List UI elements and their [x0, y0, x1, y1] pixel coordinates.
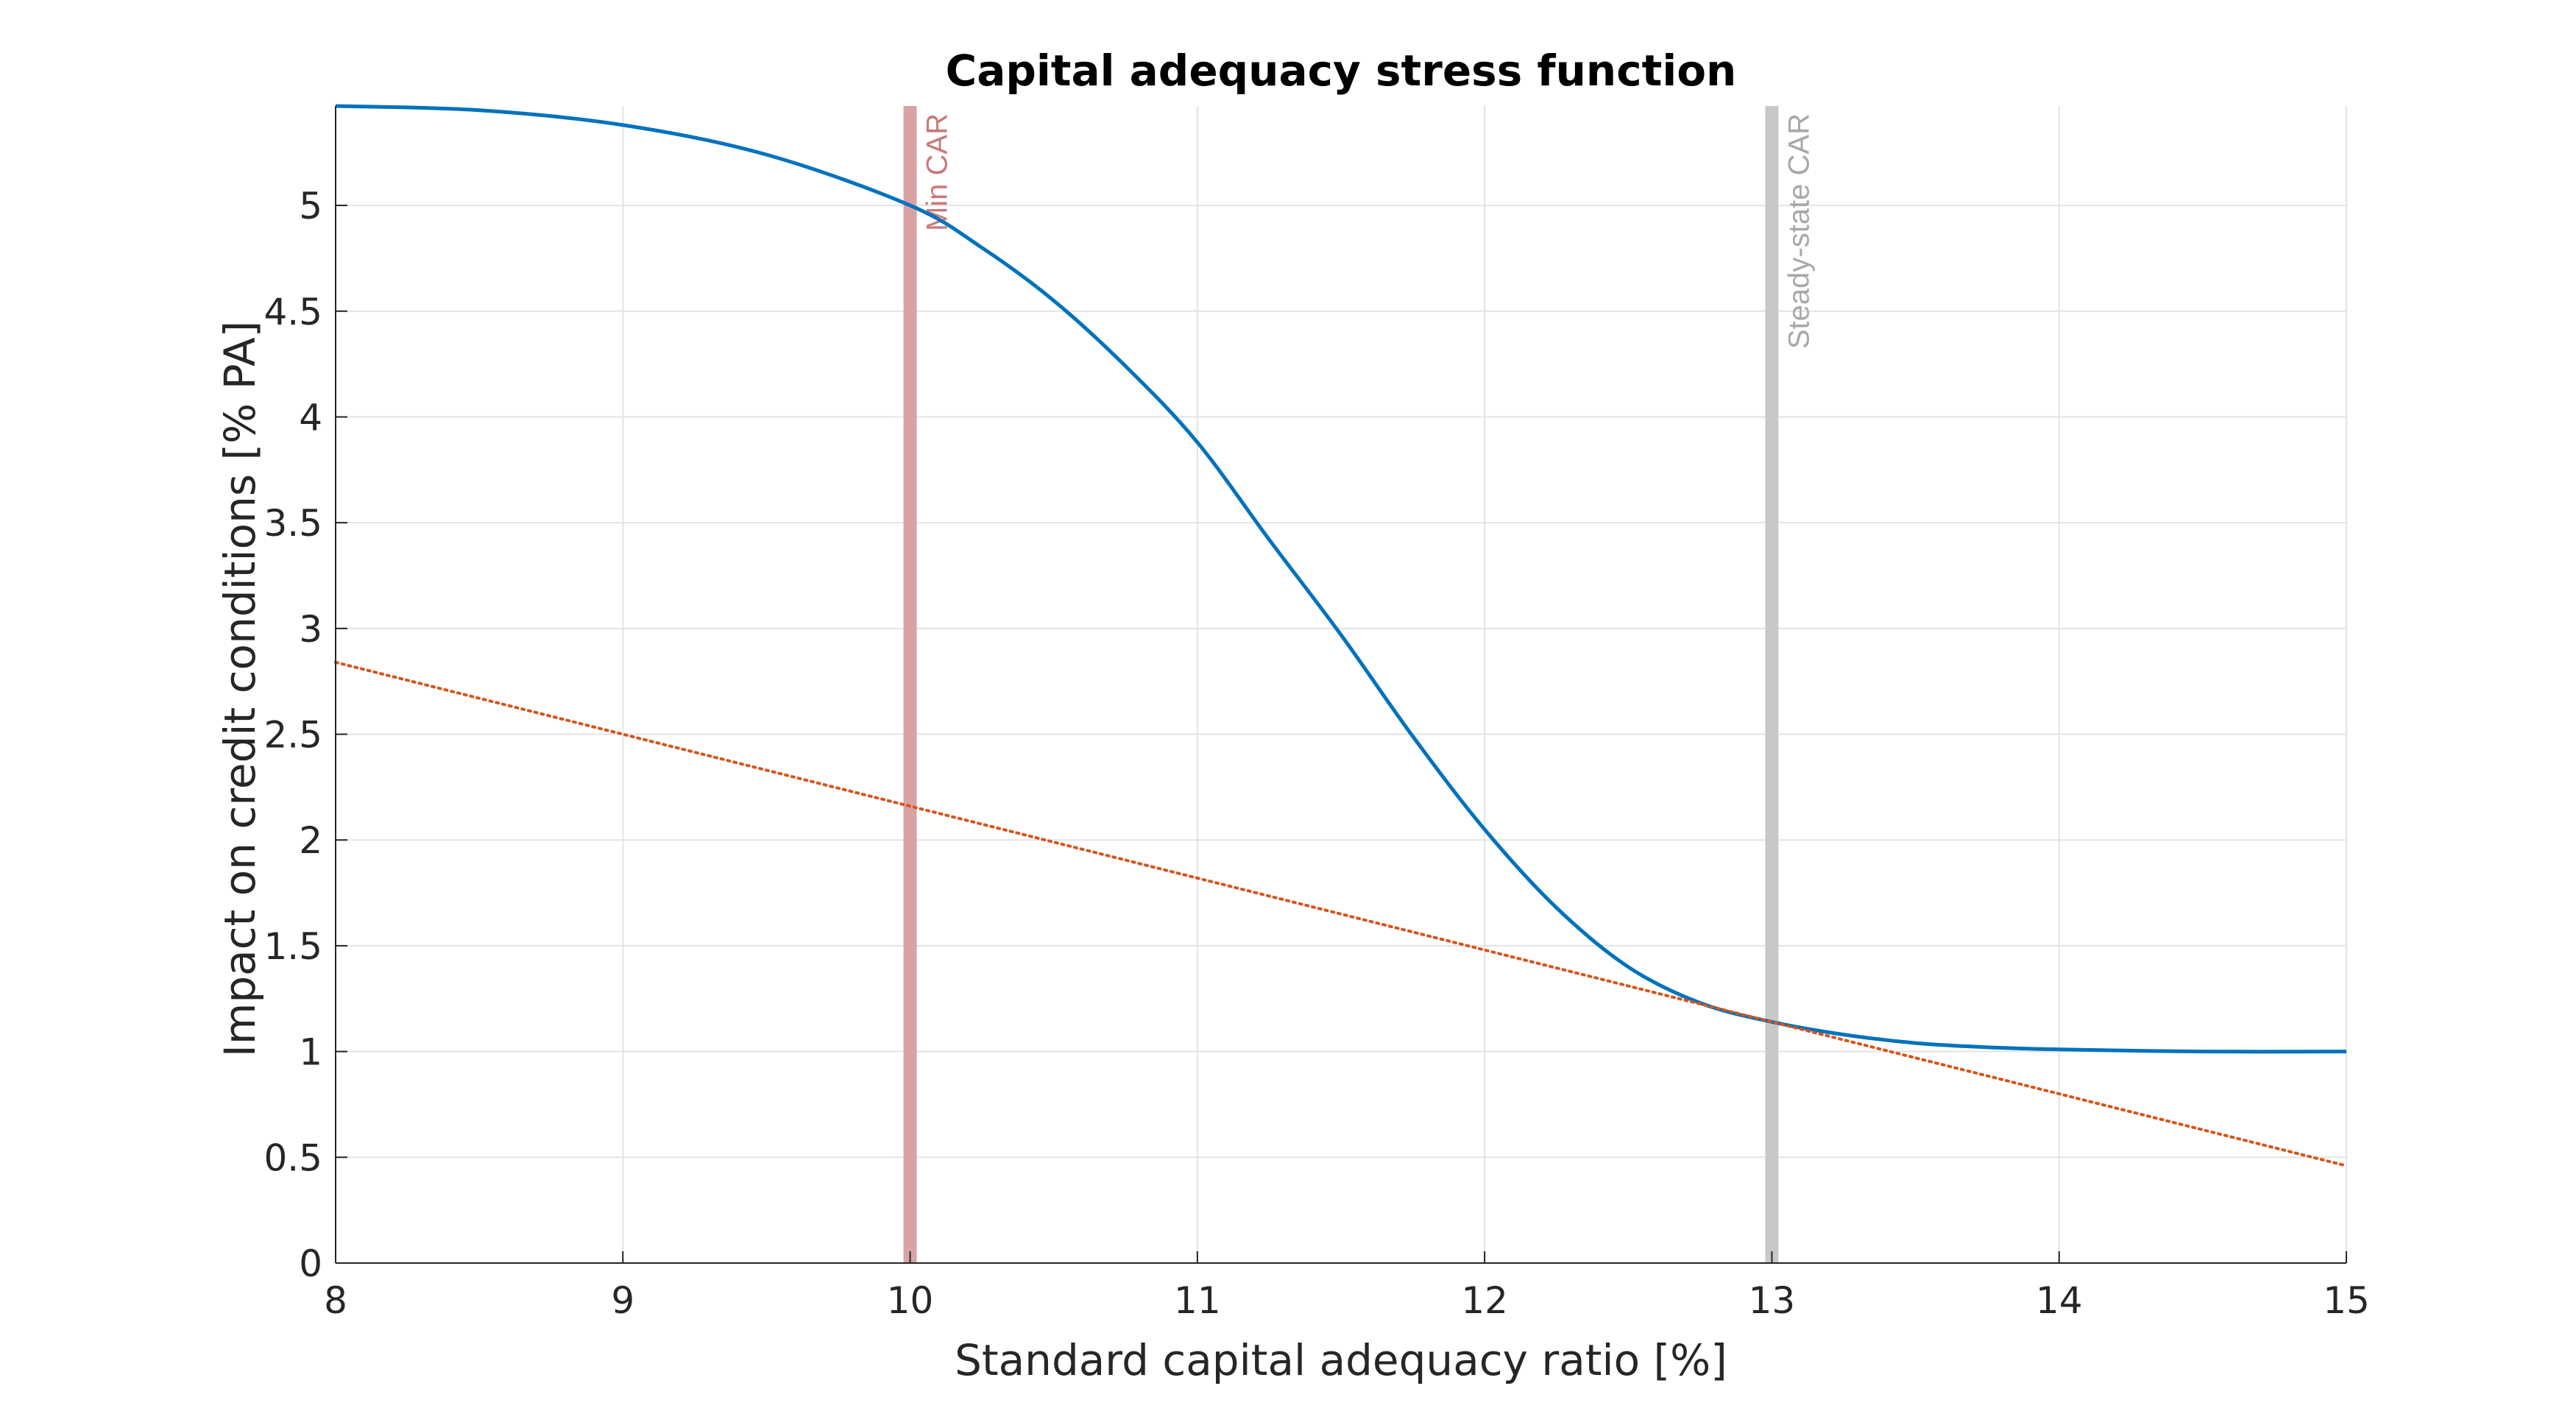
y-tick-label: 2.5: [263, 714, 322, 757]
x-tick-label: 14: [2036, 1279, 2083, 1322]
x-tick-label: 11: [1174, 1279, 1221, 1322]
x-tick-label: 13: [1749, 1279, 1796, 1322]
x-ticks: 8 9 10 11 12 13 14 15: [324, 1251, 2370, 1322]
x-axis-label: Standard capital adequacy ratio [%]: [955, 1335, 1727, 1385]
y-tick-label: 2: [299, 819, 322, 862]
x-tick-label: 9: [611, 1279, 634, 1322]
y-axis-label: Impact on credit conditions [% PA]: [215, 321, 265, 1058]
reference-line-label: Steady-state CAR: [1783, 113, 1815, 349]
x-tick-label: 10: [887, 1279, 934, 1322]
solid-series-line: [335, 104, 2347, 1054]
dotted-series-line: [334, 660, 2348, 1167]
x-tick-label: 8: [324, 1279, 347, 1322]
x-tick-label: 12: [1461, 1279, 1508, 1322]
y-tick-label: 4: [299, 396, 322, 439]
reference-lines: Min CAR Steady-state CAR: [903, 106, 1815, 1263]
axes: [335, 106, 2346, 1264]
y-tick-label: 1.5: [263, 925, 322, 968]
chart-title: Capital adequacy stress function: [946, 46, 1737, 96]
y-tick-label: 1: [299, 1031, 322, 1074]
y-tick-label: 4.5: [263, 291, 322, 333]
x-tick-label: 15: [2323, 1279, 2370, 1322]
y-ticks: 0 0.5 1 1.5 2 2.5 3 3.5 4 4.5 5: [263, 185, 347, 1285]
y-tick-label: 0: [299, 1242, 322, 1285]
series: [334, 104, 2348, 1167]
y-tick-label: 5: [299, 185, 322, 227]
y-tick-label: 3.5: [263, 502, 322, 545]
y-tick-label: 3: [299, 608, 322, 651]
y-tick-label: 0.5: [263, 1136, 322, 1179]
